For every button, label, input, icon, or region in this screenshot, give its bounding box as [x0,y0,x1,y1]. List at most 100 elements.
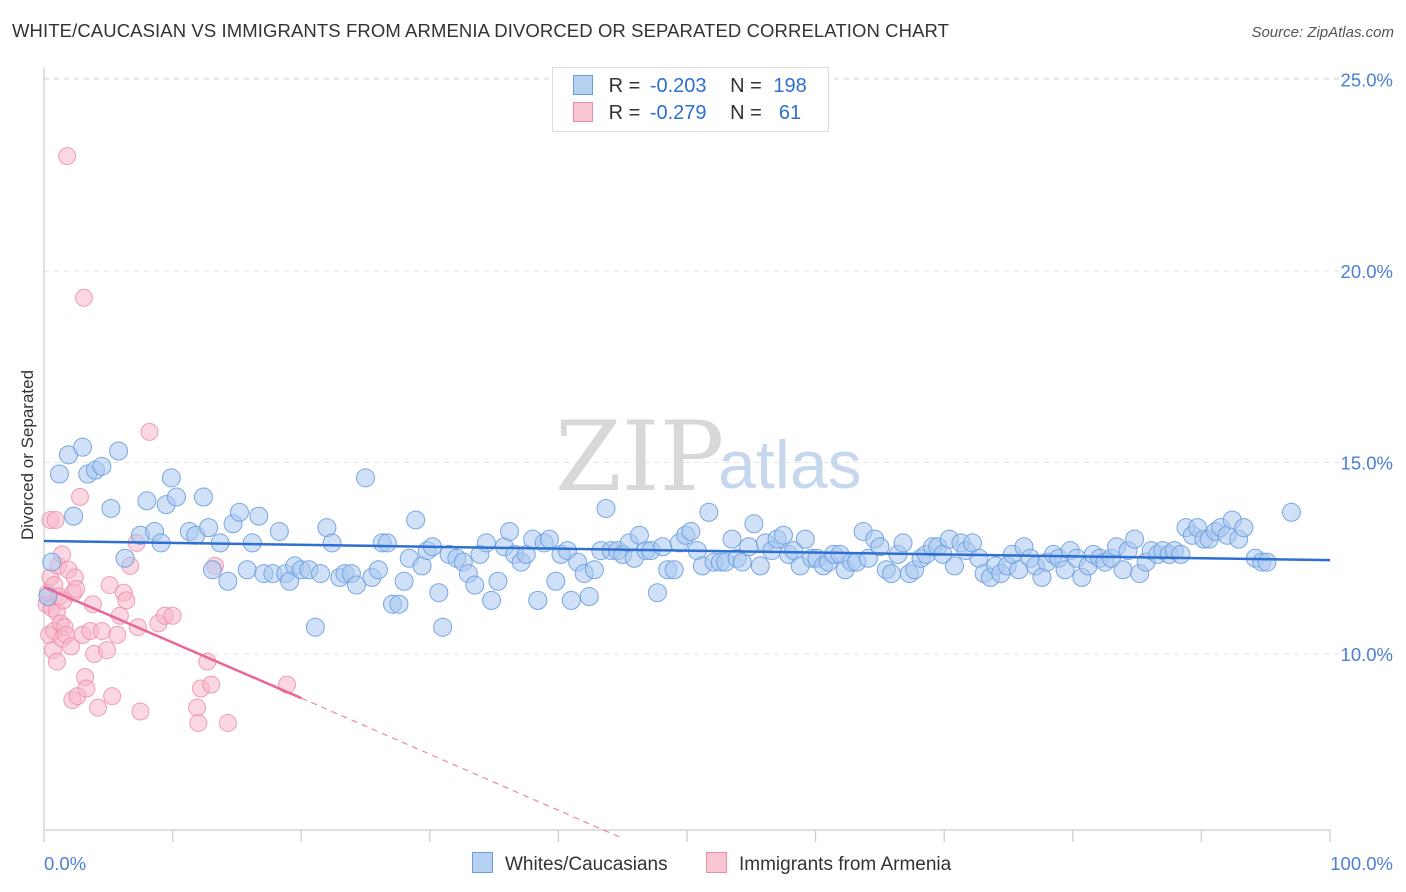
legend-n-value: 198 [773,75,807,97]
armenia-data-point [140,422,159,441]
legend-r-value: -0.203 [649,75,707,97]
whites-data-point [870,537,890,557]
whites-data-point [322,533,342,553]
armenia-data-point [100,576,119,595]
whites-data-point [368,560,388,580]
trend-lines [43,539,1331,839]
whites-data-point [1171,544,1191,564]
armenia-data-point [103,687,122,706]
whites-data-point [744,514,764,534]
pink-swatch [573,102,593,122]
y-tick-label: 10.0% [1341,644,1393,665]
legend-label-whites: Whites/Caucasians [505,854,668,875]
armenia-data-point [202,675,221,694]
armenia-data-point [163,606,182,625]
whites-data-point [137,491,157,511]
armenia-data-point [131,702,150,721]
legend-r-value: -0.279 [649,102,707,124]
watermark-zip: ZIP [555,401,724,513]
armenia-data-point [71,487,90,506]
whites-data-point [893,533,913,553]
whites-data-point [229,502,249,522]
whites-data-point [1113,560,1133,580]
blue-swatch [472,852,493,873]
whites-data-point [249,506,269,526]
armenia-data-point [67,579,86,598]
whites-data-point [394,571,414,591]
armenia-data-point [89,698,108,717]
whites-data-point [528,590,548,610]
whites-data-point [881,564,901,584]
whites-data-point [795,529,815,549]
whites-data-point [109,441,129,461]
legend-row-whites: R = -0.203 N = 198 [573,75,807,101]
whites-data-point [73,437,93,457]
series-immigrants-from-armenia [37,147,297,732]
y-tick-label: 25.0% [1341,70,1393,91]
legend-item-armenia: Immigrants from Armenia [706,852,951,876]
whites-data-point [237,560,257,580]
whites-data-point [115,548,135,568]
chart-title: WHITE/CAUCASIAN VS IMMIGRANTS FROM ARMEN… [12,20,950,41]
whites-data-point [269,521,289,541]
blue-swatch [573,75,593,95]
legend-n-value: 61 [773,102,802,124]
armenia-data-point [46,510,65,529]
whites-data-point [92,456,112,476]
y-axis-label: Divorced or Separated [18,370,37,540]
watermark: ZIP atlas [555,401,862,513]
legend-r-label: R = [608,75,641,97]
x-tick-label: 0.0% [44,853,86,874]
correlation-legend: R = -0.203 N = 198 R = -0.279 N = 61 [552,67,829,132]
whites-data-point [739,537,759,557]
whites-data-point [539,529,559,549]
whites-data-point [101,498,121,518]
whites-data-point [482,590,502,610]
series-legend: Whites/Caucasians Immigrants from Armeni… [0,852,1406,878]
armenia-data-point [108,625,127,644]
legend-row-armenia: R = -0.279 N = 61 [573,102,801,128]
whites-data-point [561,590,581,610]
whites-data-point [429,583,449,603]
whites-data-point [406,510,426,530]
whites-data-point [1125,529,1145,549]
whites-data-point [1055,560,1075,580]
whites-trend-line [43,539,1331,562]
whites-data-point [773,525,793,545]
armenia-data-point [188,698,207,717]
pink-swatch [706,852,727,873]
whites-data-point [346,575,366,595]
whites-data-point [433,617,453,637]
armenia-data-point [47,652,66,671]
legend-item-whites: Whites/Caucasians [472,852,668,876]
whites-data-point [750,556,770,576]
whites-data-point [546,571,566,591]
whites-data-point [500,521,520,541]
whites-data-point [1281,502,1301,522]
y-tick-label: 20.0% [1341,261,1393,282]
whites-data-point [218,571,238,591]
armenia-data-point [218,713,237,732]
whites-data-point [49,464,69,484]
x-tick-label: 100.0% [1330,853,1393,874]
armenia-data-point [74,288,93,307]
armenia-data-point [92,622,111,641]
whites-data-point [310,564,330,584]
whites-data-point [202,560,222,580]
whites-data-point [681,521,701,541]
y-tick-label: 15.0% [1341,453,1393,474]
whites-data-point [465,575,485,595]
chart-source: Source: ZipAtlas.com [1251,24,1394,41]
axes [43,68,1331,842]
legend-n-label: N = [730,102,762,124]
whites-data-point [944,556,964,576]
armenia-data-point [77,679,96,698]
whites-data-point [584,560,604,580]
whites-data-point [305,617,325,637]
legend-n-label: N = [730,75,762,97]
armenia-data-point [98,641,117,660]
whites-data-point [476,533,496,553]
whites-data-point [356,468,375,488]
whites-data-point [161,468,181,488]
